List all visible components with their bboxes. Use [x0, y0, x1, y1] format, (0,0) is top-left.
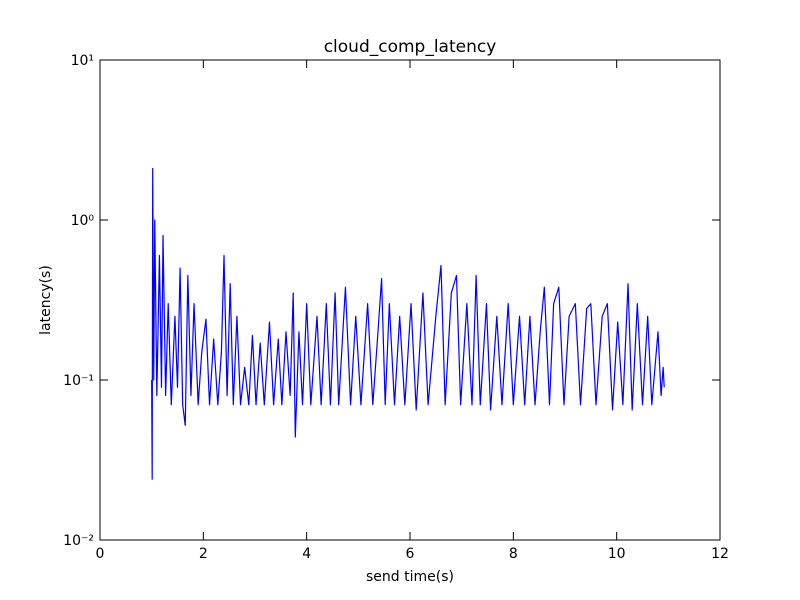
x-tick-label: 4 [302, 546, 311, 562]
x-tick-label: 6 [406, 546, 415, 562]
y-tick-label: 10⁻² [63, 533, 94, 549]
y-axis-label: latency(s) [38, 265, 54, 335]
chart-title: cloud_comp_latency [324, 37, 497, 57]
x-tick-label: 12 [711, 546, 729, 562]
y-tick-label: 10⁰ [71, 213, 95, 229]
x-tick-label: 8 [509, 546, 518, 562]
x-tick-label: 0 [96, 546, 105, 562]
data-line [151, 167, 665, 480]
y-tick-label: 10¹ [71, 53, 94, 69]
x-tick-label: 2 [199, 546, 208, 562]
x-tick-label: 10 [608, 546, 626, 562]
y-tick-label: 10⁻¹ [63, 373, 94, 389]
x-axis-label: send time(s) [366, 569, 454, 585]
